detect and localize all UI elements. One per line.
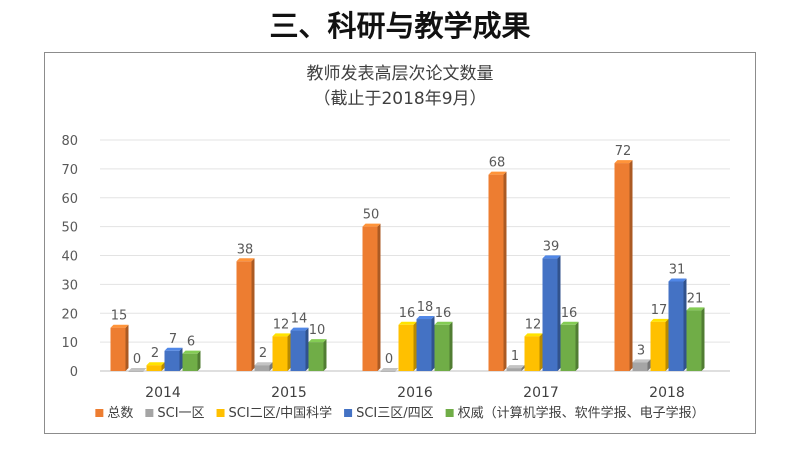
bar (308, 339, 327, 371)
data-label: 17 (651, 303, 668, 318)
data-label: 68 (489, 156, 506, 171)
bar (434, 321, 453, 371)
bar (506, 365, 525, 371)
bar (632, 359, 651, 371)
data-label: 12 (525, 317, 542, 332)
bar (650, 318, 669, 371)
bar (416, 316, 435, 371)
bar (524, 333, 543, 371)
legend-item: 权威（计算机学报、软件学报、电子学报） (445, 405, 705, 421)
legend-label: SCI二区/中国科学 (229, 405, 333, 421)
bar (128, 368, 147, 372)
legend-label: 总数 (107, 406, 133, 421)
y-tick-label: 40 (61, 250, 78, 265)
data-label: 16 (399, 306, 416, 321)
bar (668, 278, 687, 371)
data-label: 21 (687, 291, 704, 306)
bar (686, 307, 705, 371)
data-label: 14 (291, 312, 308, 327)
data-label: 16 (435, 306, 452, 321)
data-label: 10 (309, 323, 326, 338)
x-tick-label: 2015 (271, 385, 307, 401)
x-tick-label: 2014 (145, 385, 181, 401)
chart-subtitle: （截止于2018年9月） (313, 89, 486, 109)
legend-swatch (95, 409, 104, 417)
legend-label: 权威（计算机学报、软件学报、电子学报） (458, 405, 705, 421)
legend-item: SCI一区 (145, 406, 205, 421)
y-tick-label: 60 (61, 192, 78, 207)
data-label: 1 (511, 349, 519, 364)
legend-swatch (216, 409, 225, 417)
data-label: 16 (561, 306, 578, 321)
legend-label: SCI三区/四区 (356, 406, 434, 421)
data-label: 6 (187, 335, 195, 350)
chart-title: 教师发表高层次论文数量 (307, 64, 494, 84)
legend-swatch (344, 409, 353, 417)
bar (488, 171, 507, 371)
bar (398, 321, 417, 371)
legend-item: SCI三区/四区 (344, 406, 434, 421)
y-tick-label: 30 (61, 278, 78, 293)
data-label: 2 (259, 346, 267, 361)
data-label: 18 (417, 300, 434, 315)
legend-swatch (145, 409, 154, 417)
bar (362, 223, 381, 371)
bar (164, 347, 183, 371)
bar (542, 255, 561, 371)
bar (236, 258, 255, 371)
y-tick-label: 10 (61, 336, 78, 351)
data-label: 31 (669, 262, 686, 277)
legend-item: 总数 (95, 406, 133, 421)
data-label: 50 (363, 208, 380, 223)
x-tick-label: 2017 (523, 385, 559, 401)
y-tick-label: 70 (61, 163, 78, 178)
data-label: 12 (273, 317, 290, 332)
data-label: 72 (615, 144, 632, 159)
x-tick-label: 2018 (649, 385, 685, 401)
data-label: 7 (169, 332, 177, 347)
data-label: 3 (637, 343, 645, 358)
bar (560, 321, 579, 371)
y-tick-label: 0 (70, 365, 78, 380)
bar (614, 160, 633, 371)
bar (290, 327, 309, 371)
y-tick-label: 80 (61, 134, 78, 149)
legend-swatch (445, 409, 454, 417)
bar (146, 362, 165, 371)
y-tick-label: 20 (61, 307, 78, 322)
legend-item: SCI二区/中国科学 (216, 405, 333, 421)
bar (380, 368, 399, 372)
data-label: 38 (237, 242, 254, 257)
data-label: 0 (133, 352, 141, 367)
data-label: 2 (151, 346, 159, 361)
legend-label: SCI一区 (157, 406, 204, 421)
data-label: 39 (543, 239, 560, 254)
data-label: 15 (111, 309, 128, 324)
bar (272, 333, 291, 371)
y-tick-label: 50 (61, 221, 78, 236)
bar (110, 324, 129, 371)
bar (182, 350, 201, 371)
x-tick-label: 2016 (397, 385, 433, 401)
slide-title: 三、科研与教学成果 (269, 9, 531, 43)
data-label: 0 (385, 352, 393, 367)
bar (254, 362, 273, 371)
